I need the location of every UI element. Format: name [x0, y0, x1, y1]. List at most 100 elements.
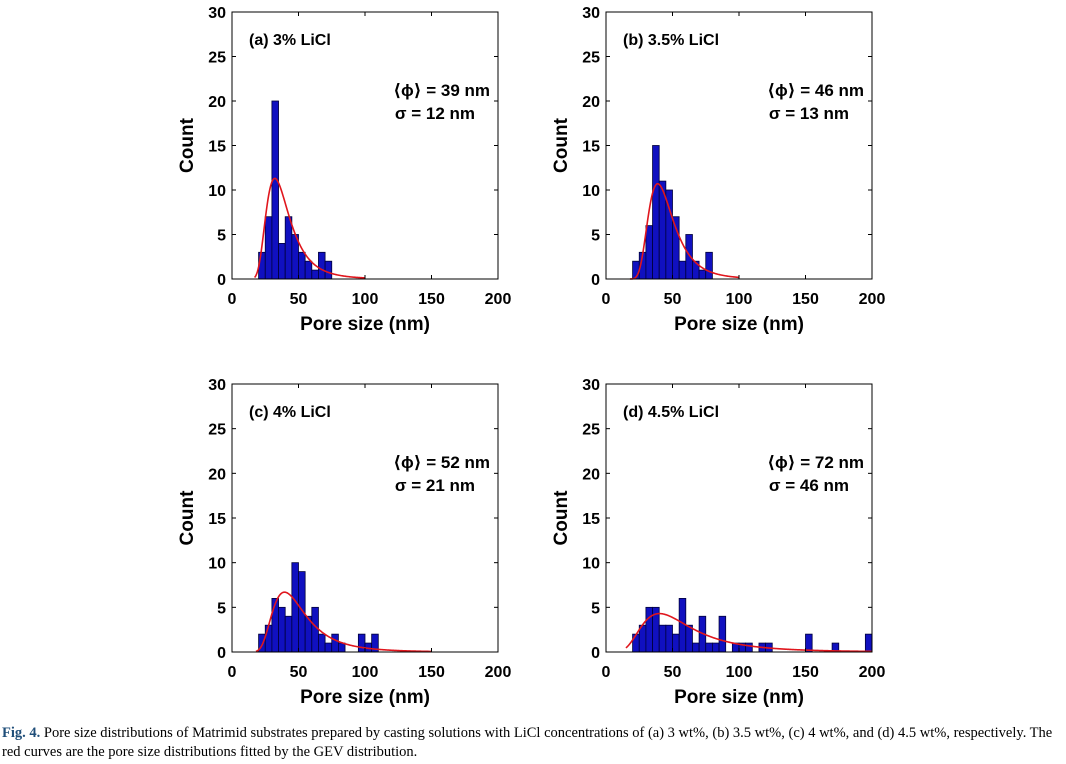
histogram-bar	[665, 624, 673, 653]
x-axis-label: Pore size (nm)	[674, 314, 804, 335]
y-axis-label: Count	[551, 490, 572, 546]
y-tick-label: 10	[582, 556, 600, 573]
histogram-bar	[685, 624, 693, 653]
x-tick-label: 200	[859, 664, 886, 681]
fit-curve	[255, 591, 432, 653]
histogram-bar	[652, 145, 660, 280]
x-tick-label: 50	[290, 291, 308, 308]
histogram-bar	[271, 100, 279, 280]
histogram-bar	[672, 633, 680, 653]
histogram-bar	[658, 624, 667, 653]
histogram-bar	[298, 251, 306, 280]
figure-caption: Fig. 4. Pore size distributions of Matri…	[2, 724, 1064, 762]
x-axis-label: Pore size (nm)	[300, 314, 430, 335]
panel-title: (b) 3.5% LiCl	[623, 32, 719, 49]
x-tick-label: 50	[664, 664, 682, 681]
histogram-bar	[264, 216, 273, 280]
y-tick-label: 20	[208, 94, 226, 111]
histogram-bar	[264, 624, 273, 653]
x-tick-label: 200	[859, 291, 886, 308]
y-tick-label: 30	[208, 377, 226, 394]
panel-title: (d) 4.5% LiCl	[623, 404, 719, 421]
histogram-bar	[311, 606, 319, 653]
histogram-bar	[632, 633, 640, 653]
histogram-bar	[318, 633, 326, 653]
y-tick-label: 15	[582, 511, 600, 528]
y-tick-label: 25	[582, 422, 600, 439]
histogram-bar	[331, 633, 339, 653]
histogram-bar	[864, 633, 873, 653]
histogram-bar	[278, 606, 286, 653]
y-tick-label: 30	[582, 377, 600, 394]
histogram-bar	[298, 571, 306, 653]
mean-pore-size-label: ⟨ϕ⟩ = 72 nm	[767, 453, 864, 472]
histogram-bar	[705, 251, 713, 280]
x-tick-label: 0	[602, 664, 611, 681]
histogram-bar	[324, 260, 333, 280]
histogram-bar	[692, 642, 700, 653]
histogram-bar	[678, 260, 687, 280]
x-axis-label: Pore size (nm)	[300, 687, 430, 708]
y-tick-label: 10	[208, 556, 226, 573]
caption-text: Pore size distributions of Matrimid subs…	[2, 725, 1053, 760]
y-tick-label: 15	[208, 139, 226, 156]
y-tick-label: 5	[591, 228, 600, 245]
x-tick-label: 200	[485, 664, 512, 681]
y-axis-label: Count	[177, 117, 198, 173]
histogram-bar	[284, 615, 293, 653]
mean-pore-size-label: ⟨ϕ⟩ = 39 nm	[393, 81, 490, 100]
x-tick-label: 150	[792, 291, 819, 308]
y-tick-label: 0	[217, 272, 226, 289]
y-tick-label: 10	[582, 183, 600, 200]
histogram-bar	[311, 269, 319, 280]
y-tick-label: 20	[582, 466, 600, 483]
y-tick-label: 30	[582, 5, 600, 22]
histogram-bar	[304, 260, 313, 280]
y-tick-label: 30	[208, 5, 226, 22]
histogram-bars	[258, 100, 333, 280]
histogram-bar	[318, 251, 326, 280]
x-tick-label: 100	[726, 664, 753, 681]
histogram-bar	[718, 615, 727, 653]
histogram-bar	[278, 242, 286, 280]
chart-panel-3: 0 50 100 150 200 0 5 10 15 20 25 30 Pore size (nm) Co…	[177, 377, 511, 708]
sigma-label: σ = 46 nm	[769, 476, 849, 495]
histogram-bar	[698, 269, 707, 280]
x-tick-label: 150	[418, 664, 445, 681]
fit-curve	[625, 612, 873, 653]
y-tick-label: 5	[591, 600, 600, 617]
mean-pore-size-label: ⟨ϕ⟩ = 52 nm	[393, 453, 490, 472]
histogram-bar	[712, 642, 720, 653]
y-tick-label: 20	[582, 94, 600, 111]
x-tick-label: 100	[726, 291, 753, 308]
y-tick-label: 25	[208, 422, 226, 439]
x-tick-label: 50	[664, 291, 682, 308]
y-tick-label: 15	[208, 511, 226, 528]
y-tick-label: 5	[217, 600, 226, 617]
y-axis-label: Count	[551, 117, 572, 173]
y-tick-label: 10	[208, 183, 226, 200]
histogram-bar	[645, 606, 653, 653]
mean-pore-size-label: ⟨ϕ⟩ = 46 nm	[767, 81, 864, 100]
fit-curve	[629, 182, 740, 280]
x-tick-label: 100	[352, 291, 379, 308]
histogram-bars	[258, 562, 379, 653]
fit-curve	[253, 177, 366, 279]
histogram-bars	[632, 145, 713, 280]
y-tick-label: 25	[582, 50, 600, 67]
y-tick-label: 0	[591, 272, 600, 289]
chart-panel-4: 0 50 100 150 200 0 5 10 15 20 25 30 Pore size (nm) Co…	[551, 377, 885, 708]
histogram-bar	[745, 642, 753, 653]
x-tick-label: 50	[290, 664, 308, 681]
histogram-bar	[337, 642, 346, 653]
y-tick-label: 15	[582, 139, 600, 156]
x-tick-label: 0	[602, 291, 611, 308]
histogram-bar	[705, 642, 713, 653]
histogram-bar	[284, 216, 293, 280]
y-tick-label: 0	[217, 645, 226, 662]
y-tick-label: 0	[591, 645, 600, 662]
chart-panel-1: 0 50 100 150 200 0 5 10 15 20 25 30 Pore size (nm) Co…	[177, 5, 511, 335]
x-tick-label: 0	[228, 664, 237, 681]
y-tick-label: 20	[208, 466, 226, 483]
